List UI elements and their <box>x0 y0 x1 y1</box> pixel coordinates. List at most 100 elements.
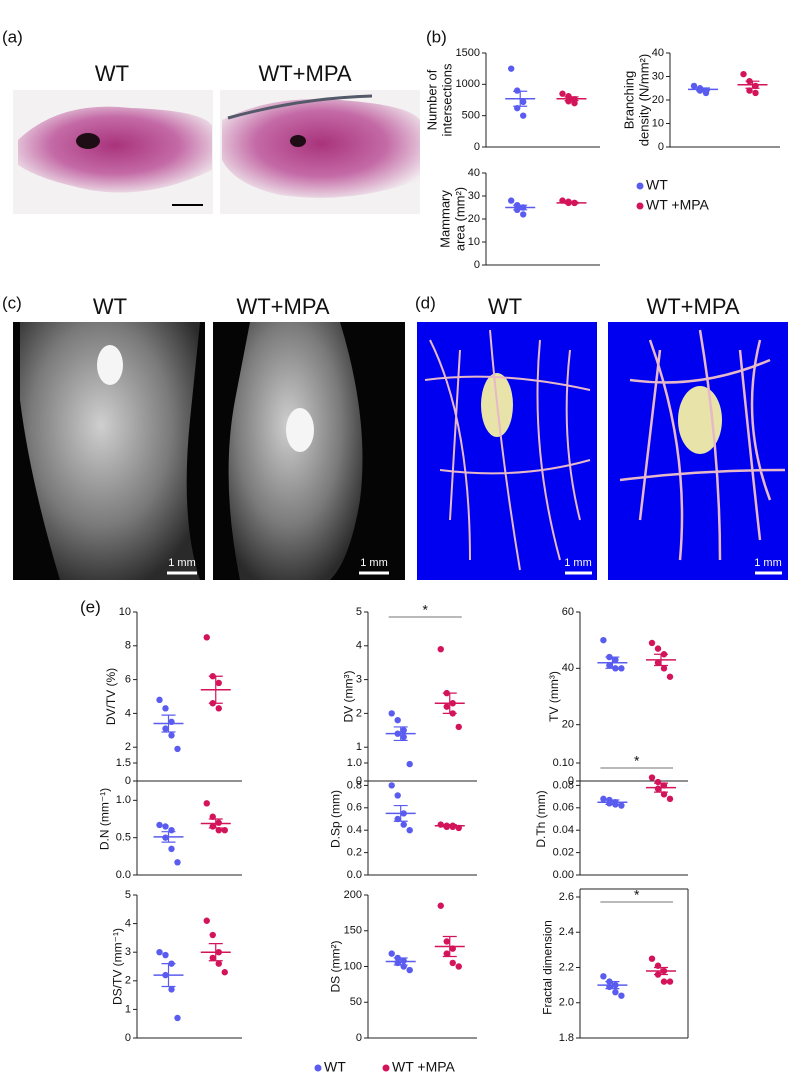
y-tick-label: 40 <box>652 47 664 59</box>
y-tick-label: 2.6 <box>559 891 574 903</box>
data-point <box>162 951 169 959</box>
y-tick-label: 1.8 <box>559 1032 574 1044</box>
data-point <box>156 949 163 956</box>
y-tick-label: 1.5 <box>116 757 131 769</box>
error-bar <box>654 653 668 667</box>
legend-marker <box>636 182 644 190</box>
y-axis-label: density (N/mm²) <box>636 54 651 146</box>
data-point <box>162 705 169 712</box>
data-point <box>520 112 527 119</box>
data-point <box>406 827 413 834</box>
y-axis-label: TV (mm³) <box>547 671 561 722</box>
y-axis-label: D.Sp (mm) <box>329 790 343 848</box>
error-bar <box>161 714 176 733</box>
data-point <box>660 665 668 672</box>
y-tick-label: 50 <box>350 996 362 1008</box>
data-point <box>168 827 175 834</box>
y-tick-label: 1000 <box>456 78 480 90</box>
data-point <box>565 93 572 100</box>
y-tick-label: 0 <box>568 775 574 787</box>
y-tick-label: 0 <box>125 1032 131 1044</box>
data-point <box>400 733 407 741</box>
data-point <box>162 823 169 830</box>
error-bar <box>513 204 528 211</box>
y-tick-label: 5 <box>125 889 131 901</box>
data-point <box>221 827 228 834</box>
data-point <box>221 969 228 976</box>
data-point <box>443 938 450 945</box>
scale-bar-label: 1 mm <box>360 557 388 569</box>
data-point <box>174 859 181 866</box>
data-point <box>612 988 619 996</box>
data-point <box>443 950 450 957</box>
error-bar <box>208 818 223 829</box>
y-tick-label: 20 <box>652 94 664 106</box>
image-title: WT <box>93 294 127 319</box>
data-point <box>508 65 515 72</box>
data-point <box>394 815 401 823</box>
y-tick-label: 0.10 <box>553 757 574 769</box>
y-axis-label: DV/TV (%) <box>104 668 118 725</box>
data-point <box>660 978 668 985</box>
y-tick-label: 100 <box>344 960 362 972</box>
y-tick-label: 0.04 <box>553 824 574 836</box>
significance-label: * <box>422 602 428 618</box>
error-bar <box>654 966 668 976</box>
data-point <box>752 89 759 97</box>
significance-label: * <box>634 887 640 903</box>
y-tick-label: 0 <box>356 775 362 787</box>
y-tick-label: 0 <box>356 1032 362 1044</box>
data-point <box>215 705 222 712</box>
y-tick-label: 5 <box>356 606 362 618</box>
y-tick-label: 6 <box>125 674 131 686</box>
data-point <box>648 639 656 647</box>
y-tick-label: 2 <box>125 741 131 753</box>
data-point <box>514 87 521 94</box>
y-tick-label: 2 <box>356 707 362 719</box>
data-point <box>406 760 413 768</box>
data-point <box>740 70 747 78</box>
y-axis-label: Number of <box>424 69 439 130</box>
legend-label: WT +MPA <box>646 197 710 213</box>
y-tick-label: 0 <box>474 141 480 153</box>
error-bar <box>208 943 223 962</box>
y-tick-label: 3 <box>125 946 131 958</box>
y-tick-label: 0.4 <box>347 824 362 836</box>
error-bar <box>442 824 457 828</box>
y-axis-label: DS (mm²) <box>329 941 343 993</box>
y-axis-label: Mammary <box>437 190 452 248</box>
y-axis-label: D.N (mm⁻¹) <box>98 788 112 850</box>
data-point <box>168 845 175 853</box>
y-tick-label: 0.0 <box>116 869 131 881</box>
data-point <box>400 821 407 828</box>
panel-label: (a) <box>2 27 23 46</box>
y-tick-label: 0 <box>658 141 664 153</box>
data-point <box>437 645 444 653</box>
error-bar <box>513 90 528 107</box>
data-point <box>162 725 169 732</box>
image-title: WT+MPA <box>236 294 329 319</box>
data-point <box>394 792 401 799</box>
data-point <box>606 800 613 807</box>
data-point <box>654 659 662 666</box>
error-bar <box>393 957 408 966</box>
image-a <box>13 90 420 214</box>
legend-label: WT +MPA <box>392 1059 456 1075</box>
data-point <box>520 211 527 218</box>
data-point <box>660 791 668 798</box>
y-tick-label: 10 <box>119 606 131 618</box>
y-tick-label: 2.4 <box>559 926 574 938</box>
panel-label: (d) <box>415 293 436 312</box>
image-title: WT <box>95 61 129 86</box>
y-tick-label: 0.06 <box>553 802 574 814</box>
data-point <box>654 785 662 792</box>
data-point <box>209 954 216 962</box>
data-point <box>455 963 462 970</box>
y-tick-label: 0.08 <box>553 779 574 791</box>
y-tick-label: 10 <box>652 117 664 129</box>
image-title: WT+MPA <box>646 294 739 319</box>
legend-label: WT <box>646 177 668 193</box>
scale-bar-label: 1 mm <box>564 557 592 569</box>
y-tick-label: 2 <box>125 975 131 987</box>
data-point <box>455 723 462 731</box>
